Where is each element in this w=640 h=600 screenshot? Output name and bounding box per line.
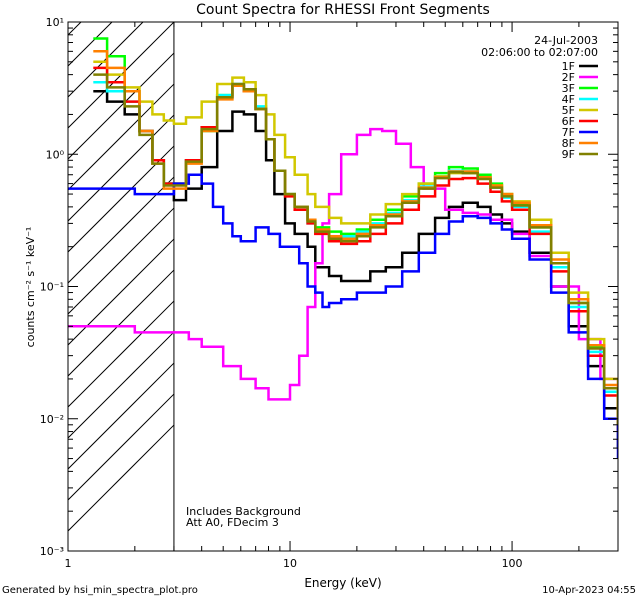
legend-label-5F: 5F (562, 104, 575, 117)
hatch-line (68, 114, 175, 222)
y-tick-label: 10⁻³ (40, 545, 64, 558)
annotation-background: Includes Background (186, 505, 301, 518)
y-tick-label: 10⁻¹ (40, 281, 64, 294)
hatch-line (68, 331, 175, 439)
hatch-line (68, 145, 175, 253)
y-axis-label: counts cm⁻² s⁻¹ keV⁻¹ (24, 227, 37, 348)
time-range-label: 02:06:00 to 02:07:00 (481, 46, 598, 59)
series-group (68, 37, 618, 459)
date-label: 24-Jul-2003 (534, 34, 598, 47)
hatch-line (68, 207, 175, 315)
hatch-line (68, 0, 174, 4)
x-tick-label: 100 (502, 557, 523, 570)
legend-label-4F: 4F (562, 93, 575, 106)
series-6F (93, 66, 618, 432)
annotation-attenuator: Att A0, FDecim 3 (186, 516, 279, 529)
hatch-line (68, 300, 175, 408)
y-tick-label: 10⁰ (46, 148, 65, 161)
x-tick-label: 1 (65, 557, 72, 570)
series-9F (93, 73, 618, 425)
hatch-line (68, 22, 113, 67)
generated-timestamp: 10-Apr-2023 04:55 (542, 585, 636, 596)
chart-title: Count Spectra for RHESSI Front Segments (196, 2, 490, 18)
hatch-line (68, 22, 82, 36)
legend-label-6F: 6F (562, 115, 575, 128)
hatched-region (68, 0, 175, 532)
legend-label-9F: 9F (562, 148, 575, 161)
legend-label-3F: 3F (562, 82, 575, 95)
legend-label-1F: 1F (562, 60, 575, 73)
generated-by-text: Generated by hsi_min_spectra_plot.pro (2, 585, 198, 596)
hatch-line (68, 393, 175, 501)
series-2F (68, 127, 618, 409)
y-tick-label: 10¹ (46, 16, 64, 29)
y-tick-label: 10⁻² (40, 413, 64, 426)
axis-ticks: 1 10 100 10⁻³ 10⁻² 10⁻¹ 10⁰ 10¹ (40, 16, 619, 570)
legend-label-7F: 7F (562, 126, 575, 139)
x-tick-label: 10 (283, 557, 297, 570)
legend-label-8F: 8F (562, 137, 575, 150)
series-7F (68, 173, 618, 459)
x-axis-label: Energy (keV) (304, 576, 381, 590)
hatch-line (68, 424, 175, 532)
hatch-line (68, 238, 175, 346)
hatch-line (68, 22, 144, 98)
hatch-line (68, 83, 175, 191)
hatch-line (68, 52, 175, 160)
hatch-line (68, 362, 175, 470)
hatch-line (68, 269, 175, 377)
legend-label-2F: 2F (562, 71, 575, 84)
